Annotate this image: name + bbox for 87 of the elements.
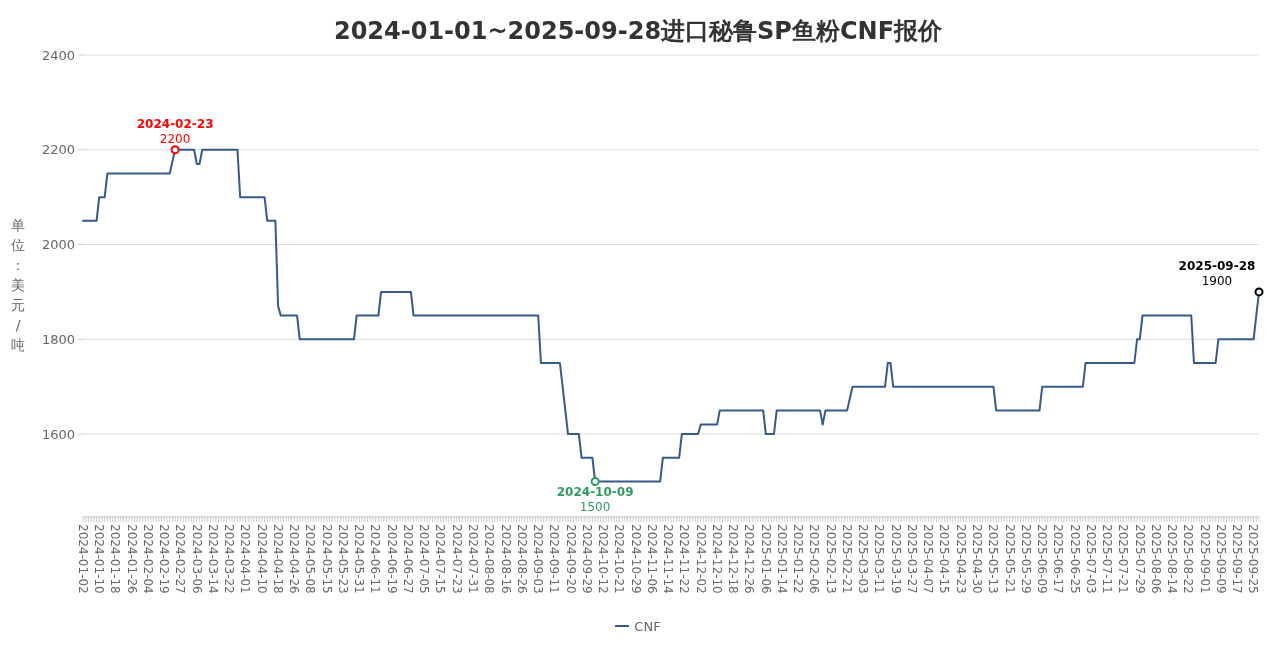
x-tick-label: 2025-09-01 [1197, 524, 1212, 594]
x-tick-label: 2024-04-10 [254, 524, 269, 594]
x-tick-label: 2025-03-03 [856, 524, 871, 594]
x-tick-label: 2024-02-04 [140, 524, 155, 594]
x-tick-label: 2025-07-03 [1083, 524, 1098, 594]
x-tick-label: 2025-02-06 [807, 524, 822, 594]
x-tick-label: 2024-05-08 [303, 524, 318, 594]
x-tick-label: 2025-08-06 [1148, 524, 1163, 594]
annotation: 2025-09-28 [1178, 259, 1256, 274]
annotation: 2024-10-09 [556, 485, 634, 500]
legend-label: CNF [634, 618, 661, 634]
annotation: 2200 [159, 131, 191, 146]
x-tick-label: 2024-07-15 [433, 524, 448, 594]
x-tick-label: 2025-07-11 [1100, 524, 1115, 594]
y-axis-title: 单位：美元/吨 [10, 216, 26, 355]
x-tick-label: 2025-08-14 [1165, 524, 1180, 594]
x-tick-label: 2025-08-22 [1181, 524, 1196, 594]
x-tick-label: 2024-05-15 [319, 524, 334, 594]
x-tick-label: 2025-05-29 [1018, 524, 1033, 594]
x-tick-label: 2025-03-27 [904, 524, 919, 594]
x-tick-label: 2024-04-18 [270, 524, 285, 594]
x-tick-label: 2025-07-29 [1132, 524, 1147, 594]
x-tick-label: 2024-02-19 [157, 524, 172, 594]
x-tick-label: 2025-02-13 [823, 524, 838, 594]
x-tick-label: 2024-12-02 [693, 524, 708, 594]
x-tick-label: 2025-07-21 [1116, 524, 1131, 594]
x-tick-label: 2024-11-22 [677, 524, 692, 594]
x-tick-label: 2025-01-06 [758, 524, 773, 594]
x-tick-label: 2024-06-19 [384, 524, 399, 594]
x-tick-label: 2025-04-23 [953, 524, 968, 594]
x-tick-label: 2024-08-08 [482, 524, 497, 594]
annotation: 2024-02-23 [136, 117, 214, 132]
x-tick-label: 2025-06-17 [1051, 524, 1066, 594]
x-tick-label: 2025-06-09 [1035, 524, 1050, 594]
x-tick-label: 2024-08-16 [498, 524, 513, 594]
x-tick-label: 2024-09-03 [531, 524, 546, 594]
x-tick-label: 2024-03-22 [222, 524, 237, 594]
y-tick-label: 1800 [41, 331, 75, 347]
x-tick-label: 2025-09-25 [1246, 524, 1261, 594]
x-tick-label: 2025-02-21 [839, 524, 854, 594]
x-tick-label: 2025-05-21 [1002, 524, 1017, 594]
y-tick-label: 1600 [41, 426, 75, 442]
x-tick-label: 2024-05-31 [352, 524, 367, 594]
y-tick-label: 2400 [41, 47, 75, 63]
x-tick-label: 2024-10-29 [628, 524, 643, 594]
chart-title: 2024-01-01~2025-09-28进口秘鲁SP鱼粉CNF报价 [332, 16, 944, 46]
x-tick-label: 2024-07-23 [449, 524, 464, 594]
annotation: 1900 [1201, 273, 1233, 288]
x-tick-label: 2024-02-27 [173, 524, 188, 594]
x-tick-label: 2025-03-11 [872, 524, 887, 594]
x-tick-label: 2025-03-19 [888, 524, 903, 594]
x-tick-label: 2025-01-14 [774, 524, 789, 594]
x-tick-label: 2024-09-20 [563, 524, 578, 594]
y-tick-label: 2200 [41, 142, 75, 158]
y-tick-label: 2000 [41, 237, 75, 253]
x-tick-label: 2024-12-26 [742, 524, 757, 594]
x-tick-label: 2024-09-11 [547, 524, 562, 594]
x-tick-label: 2024-07-31 [465, 524, 480, 594]
x-tick-label: 2024-11-06 [644, 524, 659, 594]
x-tick-label: 2024-09-29 [579, 524, 594, 594]
x-tick-label: 2024-10-12 [596, 524, 611, 594]
x-tick-label: 2025-01-22 [791, 524, 806, 594]
x-tick-label: 2025-05-13 [986, 524, 1001, 594]
x-tick-label: 2024-01-26 [124, 524, 139, 594]
annotation: 1500 [579, 499, 611, 514]
x-tick-label: 2024-01-02 [75, 524, 90, 594]
x-tick-label: 2024-01-18 [108, 524, 123, 594]
x-tick-label: 2024-12-18 [726, 524, 741, 594]
x-tick-label: 2024-04-26 [287, 524, 302, 594]
x-tick-label: 2024-07-05 [417, 524, 432, 594]
x-tick-label: 2024-06-11 [368, 524, 383, 594]
x-tick-label: 2024-06-27 [400, 524, 415, 594]
x-tick-label: 2024-10-21 [612, 524, 627, 594]
x-tick-label: 2024-12-10 [709, 524, 724, 594]
x-tick-label: 2025-04-30 [969, 524, 984, 594]
x-tick-label: 2025-09-09 [1213, 524, 1228, 594]
x-tick-label: 2024-03-14 [205, 524, 220, 594]
x-tick-label: 2024-04-01 [238, 524, 253, 594]
x-tick-label: 2024-11-14 [661, 524, 676, 594]
x-tick-label: 2025-04-15 [937, 524, 952, 594]
x-tick-label: 2024-08-26 [514, 524, 529, 594]
x-tick-label: 2024-01-10 [92, 524, 107, 594]
x-tick-label: 2025-06-25 [1067, 524, 1082, 594]
x-tick-label: 2024-03-06 [189, 524, 204, 594]
x-tick-label: 2025-04-07 [921, 524, 936, 594]
x-tick-label: 2024-05-23 [335, 524, 350, 594]
x-tick-label: 2025-09-17 [1230, 524, 1245, 594]
